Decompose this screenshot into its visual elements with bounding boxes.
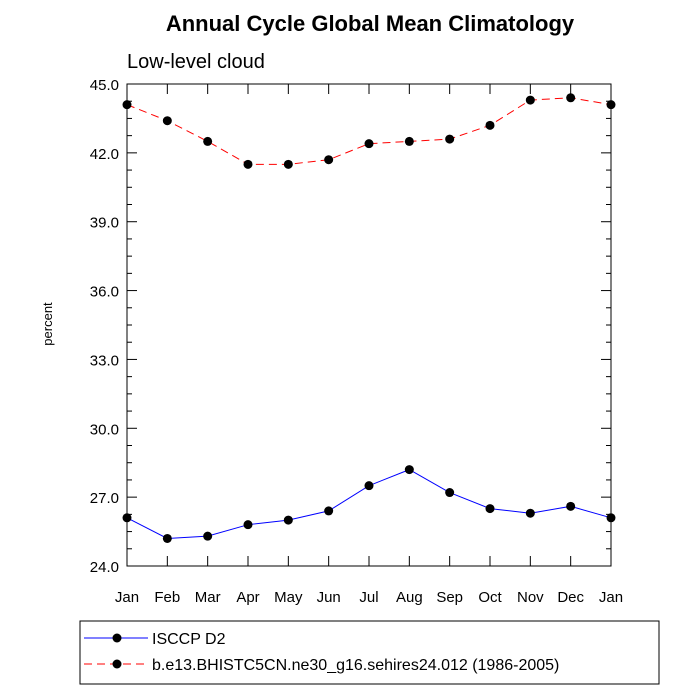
y-tick-label: 33.0 — [90, 352, 119, 369]
legend-label: b.e13.BHISTC5CN.ne30_g16.sehires24.012 (… — [152, 657, 559, 674]
data-point — [404, 136, 414, 146]
x-tick-label: Oct — [478, 589, 502, 606]
legend-marker — [112, 633, 122, 643]
data-point — [525, 508, 535, 518]
legend-box — [79, 620, 660, 685]
data-point — [525, 95, 535, 105]
series-line — [126, 469, 612, 539]
data-point — [203, 136, 213, 146]
x-tick-label: Sep — [436, 589, 463, 606]
data-point — [122, 513, 132, 523]
y-tick-label: 45.0 — [90, 77, 119, 94]
x-tick-label: Jan — [115, 589, 139, 606]
y-tick-label: 27.0 — [90, 490, 119, 507]
y-tick-label: 39.0 — [90, 215, 119, 232]
x-tick-label: Mar — [195, 589, 221, 606]
series-line — [126, 97, 612, 165]
plot-frame — [126, 83, 612, 567]
legend-marker — [112, 659, 122, 669]
legend: ISCCP D2 b.e13.BHISTC5CN.ne30_g16.sehires… — [84, 631, 559, 674]
data-point — [445, 134, 455, 144]
data-point — [283, 515, 293, 525]
data-point — [324, 506, 334, 516]
data-point — [162, 116, 172, 126]
data-point — [364, 481, 374, 491]
chart-title: Annual Cycle Global Mean Climatology — [166, 11, 575, 36]
x-tick-label: Feb — [154, 589, 180, 606]
legend-label: ISCCP D2 — [152, 631, 226, 648]
x-tick-label: Aug — [396, 589, 423, 606]
x-tick-label: Jun — [317, 589, 341, 606]
data-point — [203, 531, 213, 541]
data-point — [606, 100, 616, 110]
data-point — [606, 513, 616, 523]
x-tick-label: Dec — [557, 589, 584, 606]
y-axis-label: percent — [40, 302, 55, 346]
x-tick-label: Jan — [599, 589, 623, 606]
y-tick-label: 36.0 — [90, 284, 119, 301]
axis-ticks: Jan Feb Mar Apr May Jun Jul Aug Sep Oct Nov Dec Jan 2… — [90, 77, 623, 606]
y-tick-label: 30.0 — [90, 421, 119, 438]
data-point — [162, 533, 172, 543]
data-point — [283, 159, 293, 169]
data-point — [566, 501, 576, 511]
data-point — [364, 139, 374, 149]
data-point — [485, 504, 495, 514]
x-tick-label: Nov — [517, 589, 544, 606]
data-point — [404, 465, 414, 475]
x-tick-label: May — [274, 589, 303, 606]
chart-subtitle: Low-level cloud — [127, 51, 265, 73]
data-point — [566, 93, 576, 103]
data-point — [485, 120, 495, 130]
data-point — [122, 100, 132, 110]
x-tick-label: Jul — [359, 589, 378, 606]
data-point — [445, 488, 455, 498]
data-point — [243, 520, 253, 530]
y-tick-label: 24.0 — [90, 559, 119, 576]
x-tick-label: Apr — [236, 589, 259, 606]
y-tick-label: 42.0 — [90, 146, 119, 163]
series-layer — [122, 93, 616, 543]
data-point — [324, 155, 334, 165]
data-point — [243, 159, 253, 169]
